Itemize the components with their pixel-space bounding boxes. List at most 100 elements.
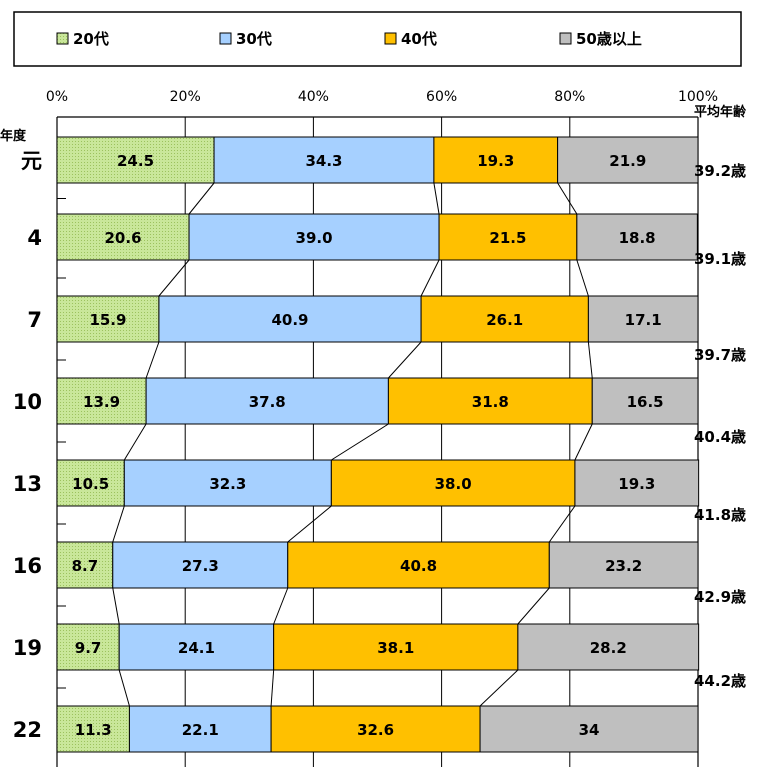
data-label: 20.6 <box>105 229 142 247</box>
average-age-label: 39.7歳 <box>694 346 746 364</box>
bar-segment <box>574 459 700 507</box>
bar-segment <box>56 623 120 671</box>
bar-segment <box>330 459 576 507</box>
data-label: 19.3 <box>618 475 655 493</box>
bar-segment <box>56 377 147 425</box>
average-age-label: 40.4歳 <box>694 428 746 446</box>
data-label: 31.8 <box>472 393 509 411</box>
data-label: 18.8 <box>619 229 656 247</box>
data-label: 32.6 <box>357 721 394 739</box>
data-label: 37.8 <box>249 393 286 411</box>
connector-line <box>112 505 125 543</box>
bar-segment <box>112 541 289 589</box>
data-label: 24.1 <box>178 639 215 657</box>
bar-segment <box>56 295 160 343</box>
data-label: 40.9 <box>271 311 308 329</box>
connector-line <box>574 423 593 461</box>
data-label: 21.5 <box>489 229 526 247</box>
data-label: 27.3 <box>182 557 219 575</box>
legend-label: 20代 <box>73 30 109 48</box>
connector-line <box>158 259 190 297</box>
data-label: 40.8 <box>400 557 437 575</box>
average-age-label: 44.2歳 <box>694 672 746 690</box>
legend-swatch <box>559 32 572 45</box>
data-label: 10.5 <box>72 475 109 493</box>
data-label: 17.1 <box>625 311 662 329</box>
data-label: 9.7 <box>75 639 102 657</box>
connector-line <box>517 587 550 625</box>
bar-segment <box>420 295 589 343</box>
bar-segment <box>145 377 389 425</box>
plot-area: 24.5 34.3 19.3 21.9 元 20.6 39.0 21.5 18.8 4 15.9 40… <box>13 136 700 753</box>
data-label: 34 <box>579 721 600 739</box>
connector-line <box>273 587 289 625</box>
category-label: 16 <box>13 554 42 578</box>
bar-segment <box>287 541 550 589</box>
connector-line <box>479 669 519 707</box>
bar-segment <box>433 136 559 184</box>
connector-line <box>420 259 440 297</box>
bar-segment <box>557 136 699 184</box>
connector-line <box>123 423 147 461</box>
legend-swatch <box>219 32 232 45</box>
bar-segment <box>56 459 125 507</box>
data-label: 13.9 <box>83 393 120 411</box>
legend-swatch <box>384 32 397 45</box>
connector-line <box>587 341 593 379</box>
connector-line <box>548 505 576 543</box>
legend-swatch <box>56 32 69 45</box>
x-tick-label: 0% <box>46 89 68 105</box>
x-tick-label: 60% <box>426 89 457 105</box>
right-header: 平均年齢 <box>694 104 747 120</box>
x-tick-label: 20% <box>170 89 201 105</box>
connector-line <box>287 505 332 543</box>
data-label: 38.0 <box>435 475 472 493</box>
bar-segment <box>270 705 481 753</box>
average-age-label: 39.2歳 <box>694 162 746 180</box>
category-header: 年度 <box>0 128 27 144</box>
bar-segment <box>273 623 519 671</box>
connector-line <box>118 669 130 707</box>
category-label: 13 <box>13 472 42 496</box>
legend: 20代 30代 40代 50歳以上 <box>13 11 742 67</box>
x-tick-label: 100% <box>678 89 718 105</box>
data-label: 24.5 <box>117 152 154 170</box>
bar-segment <box>118 623 275 671</box>
bar-segment <box>56 541 114 589</box>
data-label: 39.0 <box>296 229 333 247</box>
data-label: 23.2 <box>605 557 642 575</box>
category-label: 19 <box>13 636 42 660</box>
legend-label: 40代 <box>401 30 437 48</box>
connector-line <box>145 341 160 379</box>
data-label: 26.1 <box>486 311 523 329</box>
average-age-label: 41.8歳 <box>694 506 746 524</box>
legend-label: 30代 <box>236 30 272 48</box>
average-age-label: 42.9歳 <box>694 588 746 606</box>
data-label: 32.3 <box>209 475 246 493</box>
x-tick-label: 40% <box>298 89 329 105</box>
average-age-column: 年度 平均年齢 39.2歳 39.1歳 39.7歳 40.4歳 41.8歳 42.9歳 44.2… <box>0 104 747 690</box>
bar-segment <box>576 213 698 261</box>
data-label: 15.9 <box>89 311 126 329</box>
average-age-label: 39.1歳 <box>694 250 746 268</box>
bar-segment <box>387 377 593 425</box>
bar-segment <box>591 377 699 425</box>
connector-line <box>388 341 422 379</box>
connector-line <box>112 587 120 625</box>
category-label: 22 <box>13 718 42 742</box>
bar-segment <box>438 213 578 261</box>
connector-line <box>270 669 275 707</box>
connector-line <box>433 182 440 215</box>
category-label: 元 <box>21 149 42 173</box>
connector-line <box>557 182 578 215</box>
category-label: 4 <box>27 226 42 250</box>
data-label: 19.3 <box>477 152 514 170</box>
connector-line <box>576 259 589 297</box>
bar-segment <box>123 459 332 507</box>
data-label: 21.9 <box>609 152 646 170</box>
bar-segment <box>56 705 130 753</box>
bar-segment <box>213 136 435 184</box>
bar-segment <box>479 705 699 753</box>
bar-segment <box>587 295 699 343</box>
